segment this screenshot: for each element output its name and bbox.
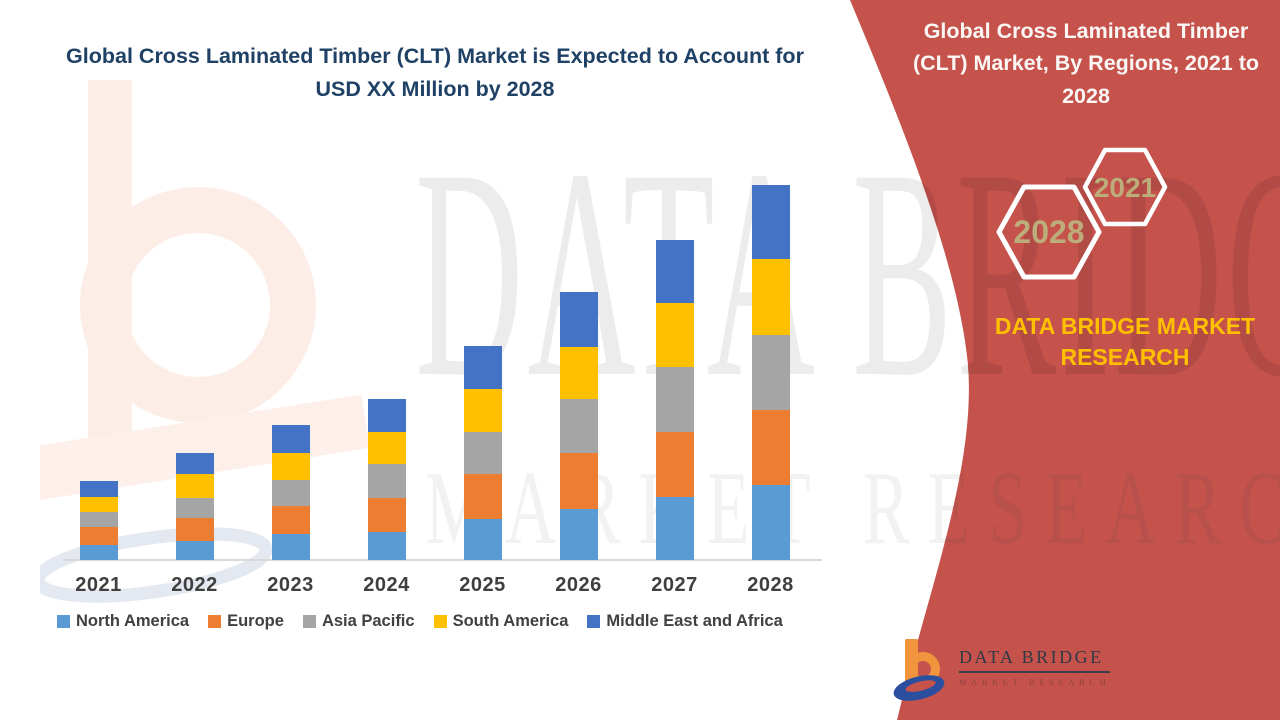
bar-segment-2025 — [463, 519, 502, 560]
bar-segment-2025 — [463, 389, 502, 432]
hexagon-2021 — [1082, 147, 1168, 227]
bar-segment-2022 — [175, 453, 214, 474]
bar-segment-2021 — [79, 481, 118, 497]
bar-segment-2024 — [367, 532, 406, 560]
bar-segment-2023 — [271, 534, 310, 560]
bar-segment-2026 — [559, 509, 598, 560]
bar-2026 — [559, 292, 598, 560]
bar-segment-2023 — [271, 480, 310, 506]
bar-segment-2021 — [79, 545, 118, 560]
footer-logo: DATA BRIDGE MARKET RESEARCH — [892, 636, 1111, 706]
legend-item: Middle East and Africa — [587, 612, 783, 631]
logo-subtitle: MARKET RESEARCH — [959, 677, 1111, 687]
peach-ring — [80, 187, 316, 423]
bar-segment-2027 — [655, 367, 694, 432]
bar-segment-2026 — [559, 453, 598, 509]
bar-segment-2025 — [463, 432, 502, 474]
legend-label: Europe — [227, 612, 284, 630]
legend-swatch — [208, 615, 222, 628]
brand-text: DATA BRIDGE MARKET RESEARCH — [994, 313, 1256, 371]
bar-segment-2024 — [367, 464, 406, 498]
legend-swatch — [587, 615, 601, 628]
legend-item: South America — [433, 612, 569, 631]
bar-segment-2024 — [367, 498, 406, 532]
bar-segment-2023 — [271, 425, 310, 453]
x-tick-label: 2021 — [75, 574, 122, 596]
bar-2025 — [463, 346, 502, 560]
hexagon-2028 — [996, 184, 1102, 280]
bar-segment-2021 — [79, 527, 118, 545]
legend-label: North America — [76, 612, 190, 630]
hexagon-2021-label: 2021 — [1094, 172, 1156, 203]
legend-label: Asia Pacific — [321, 612, 415, 630]
legend-item: North America — [57, 612, 189, 631]
bar-segment-2028 — [751, 335, 790, 410]
logo-text-column: DATA BRIDGE MARKET RESEARCH — [959, 647, 1111, 687]
chart-legend: North America Europe Asia Pacific South Ame… — [57, 612, 783, 631]
legend-label: South America — [452, 612, 569, 630]
red-side-panel — [850, 0, 1280, 720]
bar-segment-2028 — [751, 410, 790, 485]
bar-2022 — [175, 453, 214, 560]
bar-segment-2023 — [271, 453, 310, 480]
bar-segment-2027 — [655, 497, 694, 560]
bar-2027 — [655, 240, 694, 560]
logo-d-inner — [905, 680, 936, 692]
x-axis-line — [63, 559, 822, 561]
bar-2024 — [367, 399, 406, 560]
legend-label: Middle East and Africa — [606, 612, 783, 630]
bar-segment-2021 — [79, 497, 118, 512]
logo-d-swoosh — [893, 675, 945, 701]
bar-segment-2027 — [655, 240, 694, 303]
peach-logo-watermark — [40, 80, 370, 603]
x-tick-label: 2026 — [555, 574, 602, 596]
bar-segment-2025 — [463, 346, 502, 389]
logo-name: DATA BRIDGE — [959, 647, 1111, 673]
x-tick-label: 2025 — [459, 574, 506, 596]
peach-swoosh — [40, 394, 370, 502]
bar-2028 — [751, 185, 790, 560]
bar-segment-2026 — [559, 292, 598, 347]
hexagon-years: 2028 2021 — [996, 147, 1168, 280]
x-tick-label: 2027 — [651, 574, 698, 596]
x-tick-label: 2028 — [747, 574, 794, 596]
bar-segment-2025 — [463, 474, 502, 519]
legend-item: Asia Pacific — [302, 612, 415, 631]
bar-segment-2022 — [175, 541, 214, 560]
bar-2021 — [79, 481, 118, 560]
page-title: Global Cross Laminated Timber (CLT) Mark… — [66, 44, 804, 102]
x-tick-label: 2022 — [171, 574, 218, 596]
x-tick-label: 2023 — [267, 574, 314, 596]
bar-segment-2028 — [751, 485, 790, 560]
bar-segment-2022 — [175, 498, 214, 518]
blue-swoosh-watermark — [40, 527, 273, 603]
legend-item: Europe — [208, 612, 284, 631]
bar-segment-2024 — [367, 399, 406, 432]
bar-segment-2027 — [655, 303, 694, 367]
bar-segment-2024 — [367, 432, 406, 464]
bar-segment-2028 — [751, 185, 790, 259]
hexagon-2028-label: 2028 — [1013, 214, 1084, 250]
x-tick-label: 2024 — [363, 574, 410, 596]
stacked-bar-chart: 2021 2022 2023 2024 2025 2026 2027 2028 North A… — [57, 185, 822, 631]
bar-segment-2026 — [559, 399, 598, 453]
legend-swatch — [57, 615, 70, 628]
panel-title: Global Cross Laminated Timber (CLT) Mark… — [912, 19, 1260, 108]
bar-segment-2028 — [751, 259, 790, 335]
bar-segment-2026 — [559, 347, 598, 399]
databridge-logo-icon — [893, 639, 945, 701]
bar-segment-2022 — [175, 474, 214, 498]
bar-segment-2023 — [271, 506, 310, 534]
legend-swatch — [302, 615, 316, 628]
legend-swatch — [433, 615, 447, 628]
bar-segment-2027 — [655, 432, 694, 497]
bar-2023 — [271, 425, 310, 560]
bar-segment-2022 — [175, 518, 214, 541]
bar-segment-2021 — [79, 512, 118, 527]
